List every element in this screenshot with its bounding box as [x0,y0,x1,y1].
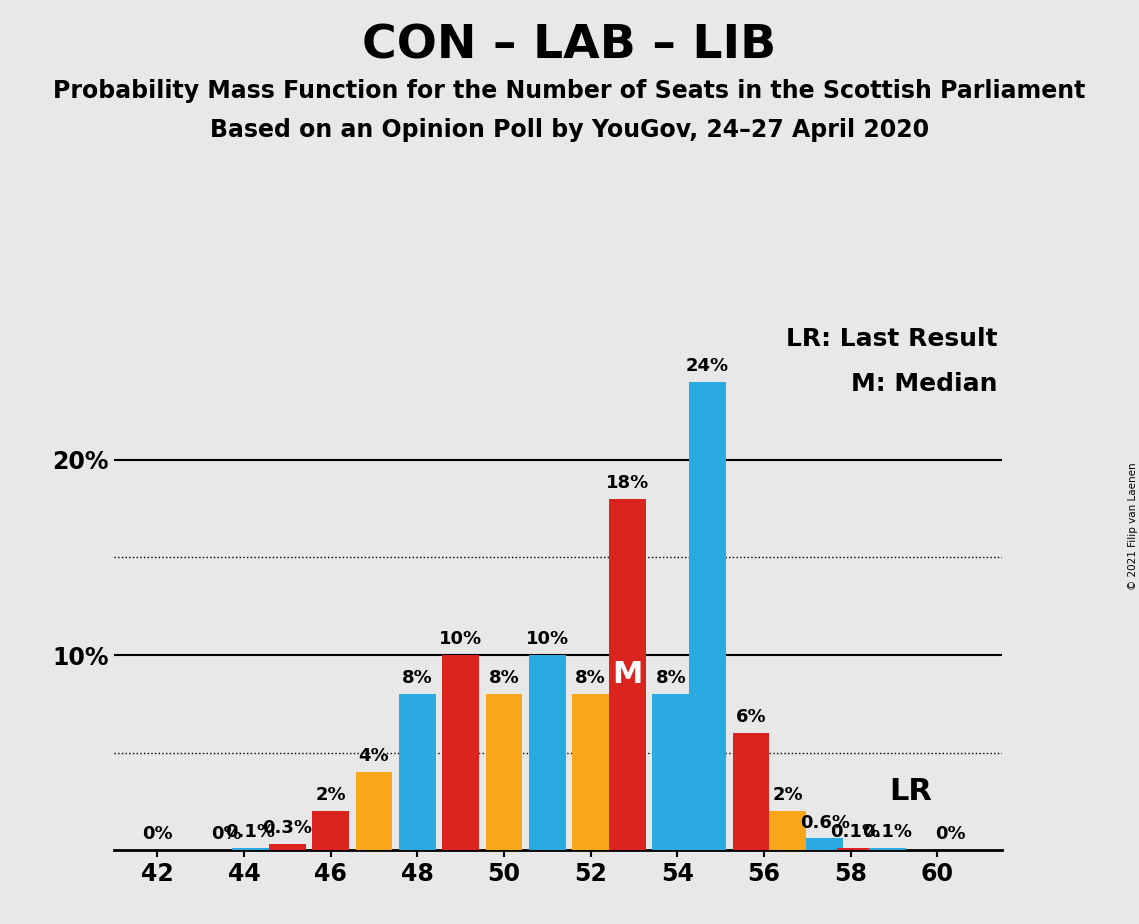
Text: 8%: 8% [402,669,433,687]
Text: 10%: 10% [526,630,568,649]
Bar [609,499,646,850]
Bar [869,848,906,850]
Text: 0.1%: 0.1% [862,823,912,841]
Bar [769,811,806,850]
Text: 0.3%: 0.3% [262,820,312,837]
Text: 4%: 4% [359,748,390,765]
Bar [442,655,480,850]
Bar [269,845,305,850]
Bar [485,694,523,850]
Text: 0.1%: 0.1% [830,823,880,841]
Text: © 2021 Filip van Laenen: © 2021 Filip van Laenen [1129,462,1138,590]
Bar [399,694,436,850]
Bar [689,382,726,850]
Text: M: M [613,660,642,689]
Text: Based on an Opinion Poll by YouGov, 24–27 April 2020: Based on an Opinion Poll by YouGov, 24–2… [210,118,929,142]
Bar [732,733,769,850]
Text: M: Median: M: Median [852,372,998,396]
Text: 8%: 8% [489,669,519,687]
Text: LR: LR [890,777,933,806]
Text: 0.1%: 0.1% [226,823,276,841]
Bar [806,838,843,850]
Text: 0%: 0% [142,825,172,844]
Bar [312,811,349,850]
Text: 2%: 2% [772,786,803,804]
Text: 24%: 24% [686,357,729,375]
Bar [653,694,689,850]
Bar [355,772,392,850]
Text: Probability Mass Function for the Number of Seats in the Scottish Parliament: Probability Mass Function for the Number… [54,79,1085,103]
Text: LR: Last Result: LR: Last Result [786,327,998,351]
Bar [836,848,874,850]
Text: CON – LAB – LIB: CON – LAB – LIB [362,23,777,68]
Text: 0.6%: 0.6% [800,813,850,832]
Text: 0%: 0% [211,825,241,844]
Text: 0%: 0% [935,825,966,844]
Bar [528,655,566,850]
Text: 10%: 10% [439,630,482,649]
Text: 2%: 2% [316,786,346,804]
Text: 6%: 6% [736,708,767,726]
Bar [232,848,269,850]
Bar [572,694,609,850]
Text: 8%: 8% [575,669,606,687]
Text: 8%: 8% [655,669,686,687]
Text: 18%: 18% [606,474,649,492]
